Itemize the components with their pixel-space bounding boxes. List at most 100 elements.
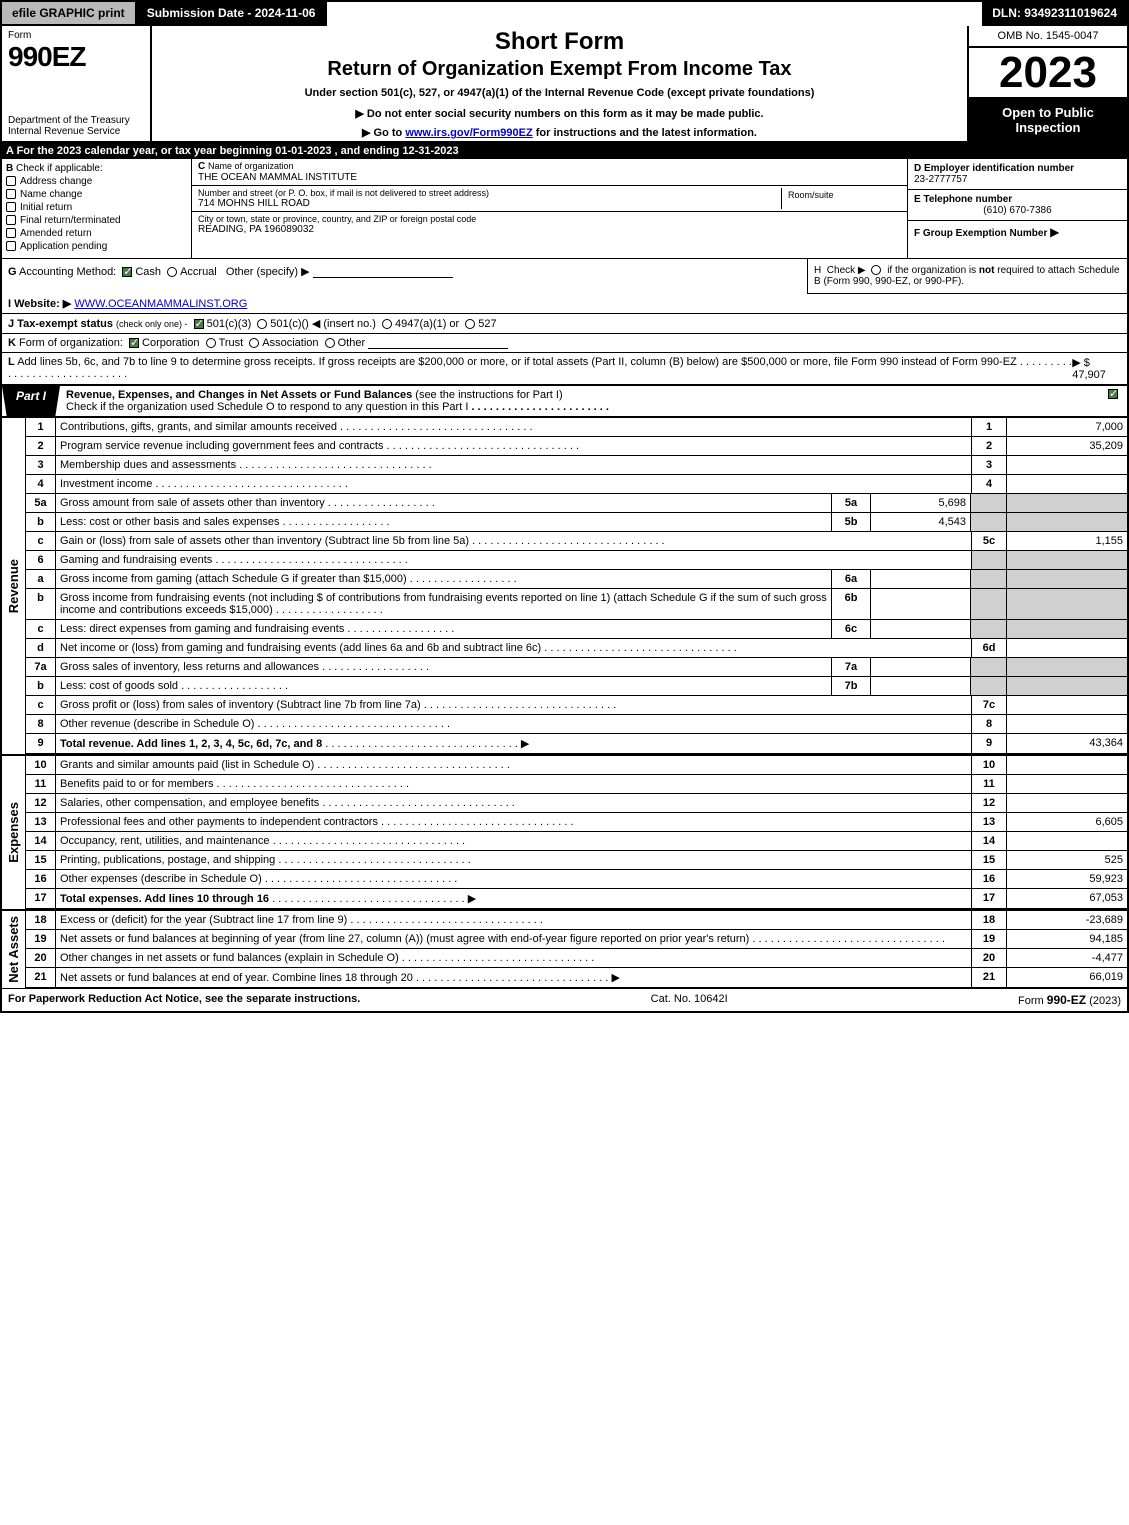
line-desc: Total revenue. Add lines 1, 2, 3, 4, 5c,…: [56, 734, 971, 753]
result-line-number: 5c: [971, 532, 1007, 550]
result-value: [1007, 513, 1127, 531]
sub-line-value: [871, 658, 971, 676]
website-link[interactable]: WWW.OCEANMAMMALINST.ORG: [74, 298, 247, 310]
sub-line-number: 7a: [831, 658, 871, 676]
e-phone-label: E Telephone number: [914, 194, 1121, 205]
result-line-number: [971, 494, 1007, 512]
lbl-other-org: Other: [338, 337, 366, 349]
result-line-number: 12: [971, 794, 1007, 812]
check-amended-return[interactable]: [6, 228, 16, 238]
other-org-input[interactable]: [368, 337, 508, 349]
radio-501c[interactable]: [257, 319, 267, 329]
line-number: c: [26, 696, 56, 714]
line-desc: Less: cost or other basis and sales expe…: [56, 513, 831, 531]
lbl-501c3: 501(c)(3): [207, 318, 252, 330]
k-hdr: K: [8, 337, 16, 349]
result-line-number: [971, 513, 1007, 531]
section-b: B Check if applicable: Address change Na…: [2, 159, 192, 258]
revenue-section: Revenue 1Contributions, gifts, grants, a…: [2, 417, 1127, 754]
radio-h-not-required[interactable]: [871, 265, 881, 275]
c-hdr: C: [198, 161, 205, 172]
radio-trust[interactable]: [206, 338, 216, 348]
part-i-header: Part I Revenue, Expenses, and Changes in…: [2, 385, 1127, 417]
check-name-change[interactable]: [6, 189, 16, 199]
revenue-vertical-label: Revenue: [6, 559, 21, 613]
lbl-527: 527: [478, 318, 496, 330]
c-addr-label: Number and street (or P. O. box, if mail…: [198, 188, 781, 198]
radio-527[interactable]: [465, 319, 475, 329]
line-desc: Less: cost of goods sold . . . . . . . .…: [56, 677, 831, 695]
result-value: 59,923: [1007, 870, 1127, 888]
line-number: b: [26, 677, 56, 695]
tax-year: 2023: [969, 48, 1127, 99]
radio-association[interactable]: [249, 338, 259, 348]
goto-link[interactable]: www.irs.gov/Form990EZ: [405, 127, 532, 139]
radio-4947[interactable]: [382, 319, 392, 329]
result-line-number: 11: [971, 775, 1007, 793]
h-hdr: H: [814, 265, 821, 276]
result-value: [1007, 494, 1127, 512]
lbl-initial-return: Initial return: [20, 202, 72, 213]
result-line-number: [971, 570, 1007, 588]
line-desc: Gaming and fundraising events . . . . . …: [56, 551, 971, 569]
result-line-number: 16: [971, 870, 1007, 888]
l-arrow-dollar: ▶ $: [1072, 357, 1090, 369]
line-number: c: [26, 620, 56, 638]
lbl-association: Association: [262, 337, 318, 349]
check-corporation[interactable]: [129, 338, 139, 348]
line-number: 21: [26, 968, 56, 987]
lbl-insert-no: ) ◀ (insert no.): [305, 318, 376, 330]
phone-value: (610) 670-7386: [914, 205, 1121, 216]
result-line-number: 9: [971, 734, 1007, 753]
efile-print-button[interactable]: efile GRAPHIC print: [2, 2, 137, 26]
d-ein-label: D Employer identification number: [914, 163, 1121, 174]
result-value: [1007, 570, 1127, 588]
result-value: -23,689: [1007, 911, 1127, 929]
lbl-address-change: Address change: [20, 176, 92, 187]
result-line-number: 17: [971, 889, 1007, 908]
other-method-input[interactable]: [313, 266, 453, 278]
line-desc: Grants and similar amounts paid (list in…: [56, 756, 971, 774]
check-schedule-o-part-i[interactable]: [1108, 389, 1118, 399]
line-number: 11: [26, 775, 56, 793]
lbl-accrual: Accrual: [180, 266, 217, 278]
page-footer: For Paperwork Reduction Act Notice, see …: [2, 988, 1127, 1011]
h-text2: if the organization is: [887, 265, 976, 276]
line-desc: Printing, publications, postage, and shi…: [56, 851, 971, 869]
lbl-501c: 501(c)(: [270, 318, 305, 330]
result-value: 35,209: [1007, 437, 1127, 455]
lbl-final-return: Final return/terminated: [20, 215, 121, 226]
open-to-public: Open to Public Inspection: [969, 99, 1127, 141]
submission-date: Submission Date - 2024-11-06: [137, 2, 328, 26]
lbl-application-pending: Application pending: [20, 241, 107, 252]
lbl-corporation: Corporation: [142, 337, 199, 349]
radio-accrual[interactable]: [167, 267, 177, 277]
result-line-number: 6d: [971, 639, 1007, 657]
result-value: [1007, 620, 1127, 638]
check-initial-return[interactable]: [6, 202, 16, 212]
part-i-check-text: Check if the organization used Schedule …: [66, 401, 468, 413]
sub-line-number: 6a: [831, 570, 871, 588]
return-title: Return of Organization Exempt From Incom…: [156, 58, 963, 81]
result-line-number: [971, 658, 1007, 676]
check-address-change[interactable]: [6, 176, 16, 186]
goto-pre: ▶ Go to: [362, 127, 405, 139]
check-cash[interactable]: [122, 267, 132, 277]
line-number: 5a: [26, 494, 56, 512]
expenses-vertical-label: Expenses: [6, 802, 21, 863]
goto-instructions: ▶ Go to www.irs.gov/Form990EZ for instru…: [156, 126, 963, 139]
check-application-pending[interactable]: [6, 241, 16, 251]
result-line-number: 3: [971, 456, 1007, 474]
footer-form-pre: Form: [1018, 995, 1047, 1007]
result-line-number: 8: [971, 715, 1007, 733]
net-assets-section: Net Assets 18Excess or (deficit) for the…: [2, 909, 1127, 988]
result-line-number: 21: [971, 968, 1007, 987]
result-line-number: 18: [971, 911, 1007, 929]
line-number: 18: [26, 911, 56, 929]
check-final-return[interactable]: [6, 215, 16, 225]
radio-other-org[interactable]: [325, 338, 335, 348]
sub-line-number: 6b: [831, 589, 871, 619]
result-value: [1007, 475, 1127, 493]
room-suite-label: Room/suite: [788, 190, 895, 200]
check-501c3[interactable]: [194, 319, 204, 329]
